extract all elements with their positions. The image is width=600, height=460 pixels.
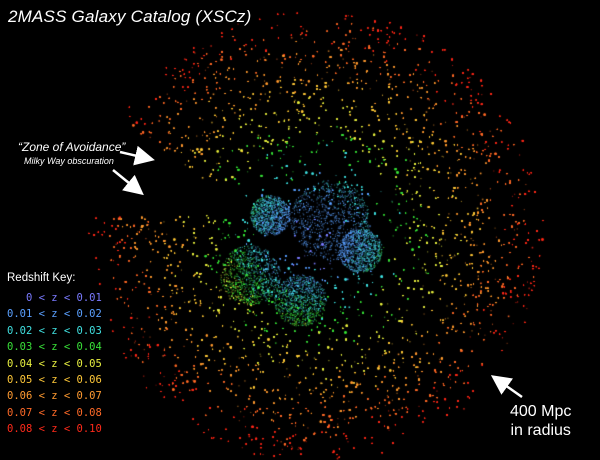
radius-label-line2: in radius bbox=[510, 422, 571, 439]
redshift-key-item: 0.05 < z < 0.06 bbox=[7, 373, 102, 386]
zone-of-avoidance-sublabel: Milky Way obscuration bbox=[24, 156, 114, 166]
radius-label: 400 Mpc in radius bbox=[510, 402, 571, 440]
redshift-key: Redshift Key: 0 < z < 0.01 0.01 < z < 0.0… bbox=[7, 272, 102, 438]
radius-label-line1: 400 Mpc bbox=[510, 403, 572, 420]
zone-of-avoidance-label: “Zone of Avoidance” bbox=[18, 140, 126, 154]
redshift-key-item: 0.02 < z < 0.03 bbox=[7, 324, 102, 337]
redshift-key-item: 0.06 < z < 0.07 bbox=[7, 390, 102, 403]
redshift-key-item: 0.04 < z < 0.05 bbox=[7, 357, 102, 370]
figure-title: 2MASS Galaxy Catalog (XSCz) bbox=[8, 7, 252, 26]
redshift-key-item: 0 < z < 0.01 bbox=[7, 292, 102, 304]
redshift-key-list: 0 < z < 0.01 0.01 < z < 0.02 0.02 < z < 0.… bbox=[7, 290, 102, 438]
redshift-key-title: Redshift Key: bbox=[7, 272, 76, 284]
redshift-key-item: 0.03 < z < 0.04 bbox=[7, 341, 102, 354]
redshift-key-item: 0.08 < z < 0.10 bbox=[7, 423, 102, 436]
redshift-key-item: 0.07 < z < 0.08 bbox=[7, 406, 102, 419]
redshift-key-item: 0.01 < z < 0.02 bbox=[7, 308, 102, 321]
